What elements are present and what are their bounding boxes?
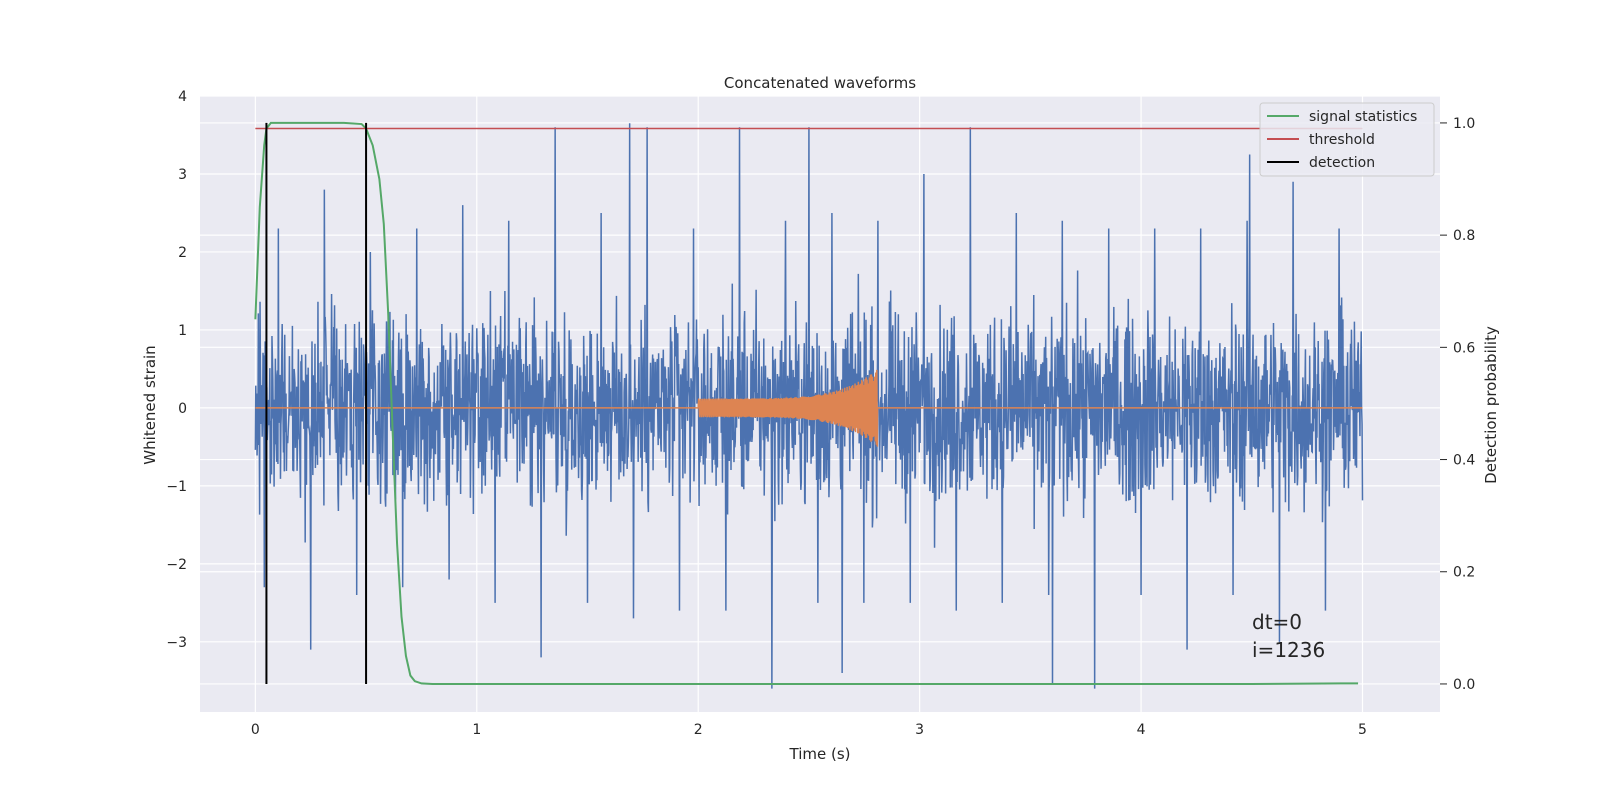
tick-layer: 0 1 2 3 4 5 −3 −2 −1 0 1 2 3 4 0.0 0.2 0.4 0.6 0.8 1.0 <box>166 89 1475 738</box>
y-tick-label: 0 <box>178 401 187 417</box>
y-axis-label-right: Detection probability <box>1482 326 1500 484</box>
series-whitened-strain <box>254 123 1364 689</box>
legend-label-signal-statistics: signal statistics <box>1309 109 1417 125</box>
y-right-tick-label: 0.6 <box>1453 340 1475 356</box>
x-tick-label: 2 <box>694 722 703 738</box>
annotation-index: i=1236 <box>1252 638 1325 662</box>
y-right-tick-label: 0.4 <box>1453 453 1475 469</box>
chart-title: Concatenated waveforms <box>724 74 916 92</box>
y-tick-label: −1 <box>166 479 187 495</box>
y-tick-label: −3 <box>166 635 187 651</box>
y-tick-label: 1 <box>178 323 187 339</box>
series-layer <box>254 121 1364 689</box>
x-tick-label: 3 <box>915 722 924 738</box>
series-waveform-chirp <box>255 369 1363 447</box>
y-right-tick-label: 0.0 <box>1453 677 1475 693</box>
legend: signal statistics threshold detection <box>1259 102 1435 177</box>
legend-label-threshold: threshold <box>1309 132 1375 148</box>
x-tick-label: 0 <box>251 722 260 738</box>
y-right-tick-label: 1.0 <box>1453 116 1475 132</box>
series-signal-statistics <box>254 121 1359 685</box>
legend-label-detection: detection <box>1309 155 1375 171</box>
y-tick-label: 2 <box>178 245 187 261</box>
x-tick-label: 4 <box>1137 722 1146 738</box>
x-tick-label: 5 <box>1358 722 1367 738</box>
y-tick-label: −2 <box>166 557 187 573</box>
x-axis-label: Time (s) <box>789 745 851 763</box>
y-tick-label: 4 <box>178 89 187 105</box>
y-right-tick-label: 0.8 <box>1453 228 1475 244</box>
y-tick-label: 3 <box>178 167 187 183</box>
y-right-tick-label: 0.2 <box>1453 565 1475 581</box>
legend-box <box>1259 102 1435 177</box>
y-axis-label: Whitened strain <box>141 345 159 464</box>
annotation-layer: dt=0 i=1236 <box>1252 610 1325 662</box>
x-tick-label: 1 <box>472 722 481 738</box>
annotation-dt: dt=0 <box>1252 610 1302 634</box>
